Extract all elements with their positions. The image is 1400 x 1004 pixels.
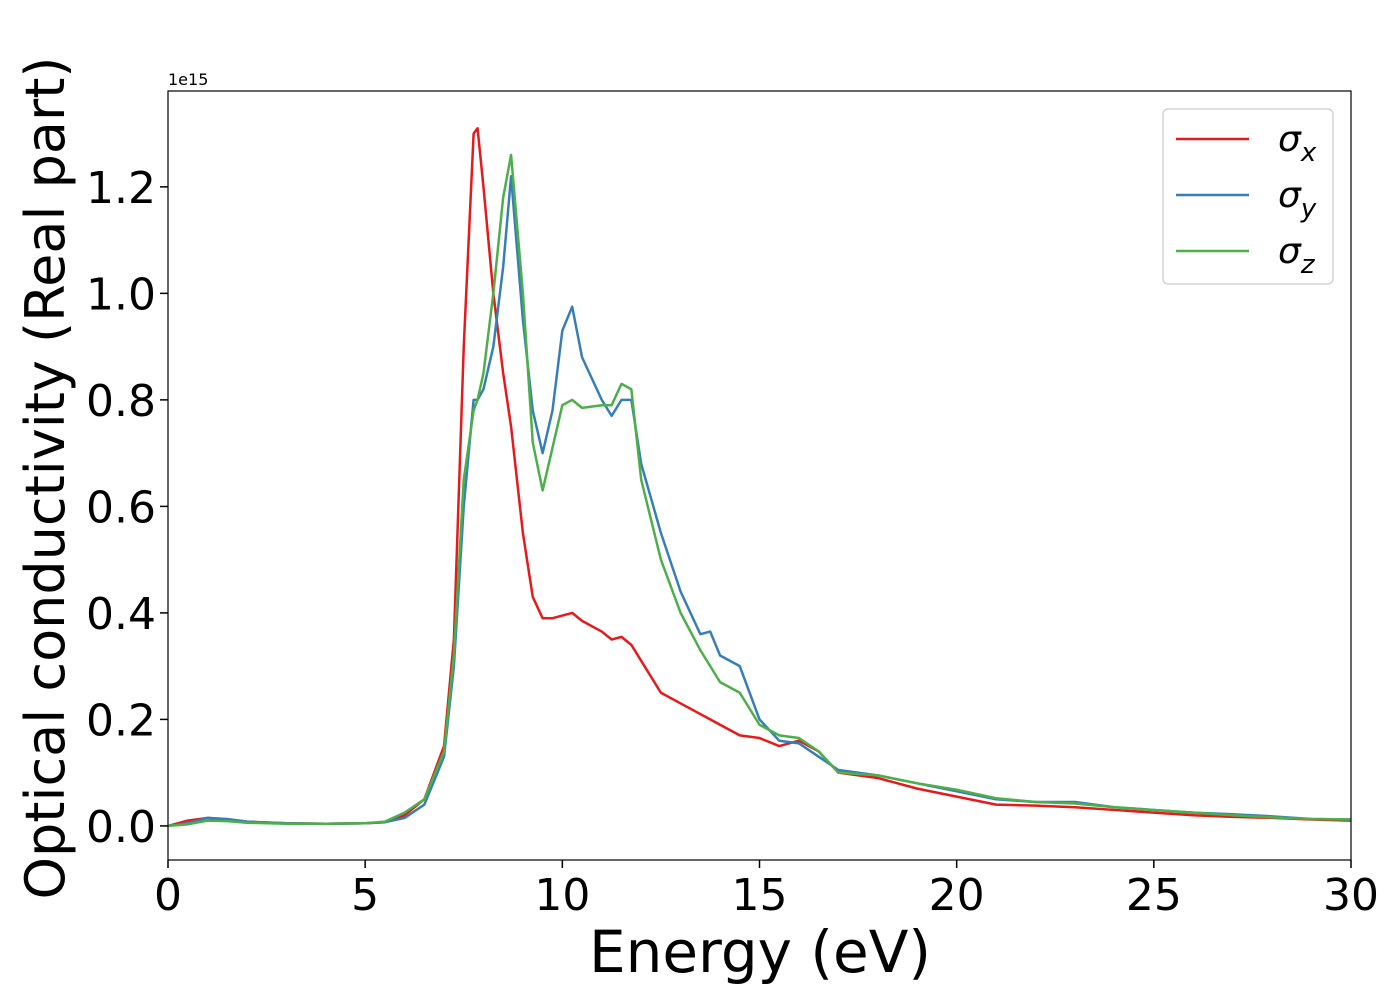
y-tick-label: 0.4 <box>86 589 156 640</box>
series-line <box>167 153 1352 828</box>
x-tick-label: 20 <box>929 870 985 921</box>
legend-label: σy <box>1278 175 1317 224</box>
x-axis-label: Energy (eV) <box>589 918 931 986</box>
y-axis-label: Optical conductivity (Real part) <box>14 57 77 900</box>
y-tick-label: 0.0 <box>86 802 156 853</box>
y-tick-label: 0.8 <box>86 376 156 427</box>
x-tick-label: 0 <box>154 870 182 921</box>
y-offset-label: 1e15 <box>168 70 208 89</box>
legend-label: σx <box>1278 119 1317 168</box>
plot-frame <box>167 90 1352 861</box>
x-tick-label: 5 <box>351 870 379 921</box>
legend-box <box>1162 108 1334 285</box>
x-tick-label: 25 <box>1126 870 1182 921</box>
y-tick-label: 0.2 <box>86 695 156 746</box>
y-tick-label: 1.2 <box>86 163 156 214</box>
y-tick-label: 0.6 <box>86 482 156 533</box>
y-tick-label: 1.0 <box>86 269 156 320</box>
x-tick-label: 15 <box>732 870 788 921</box>
x-tick-label: 10 <box>534 870 590 921</box>
legend-label: σz <box>1278 231 1316 280</box>
x-tick-label: 30 <box>1323 870 1379 921</box>
series-line <box>167 127 1352 828</box>
